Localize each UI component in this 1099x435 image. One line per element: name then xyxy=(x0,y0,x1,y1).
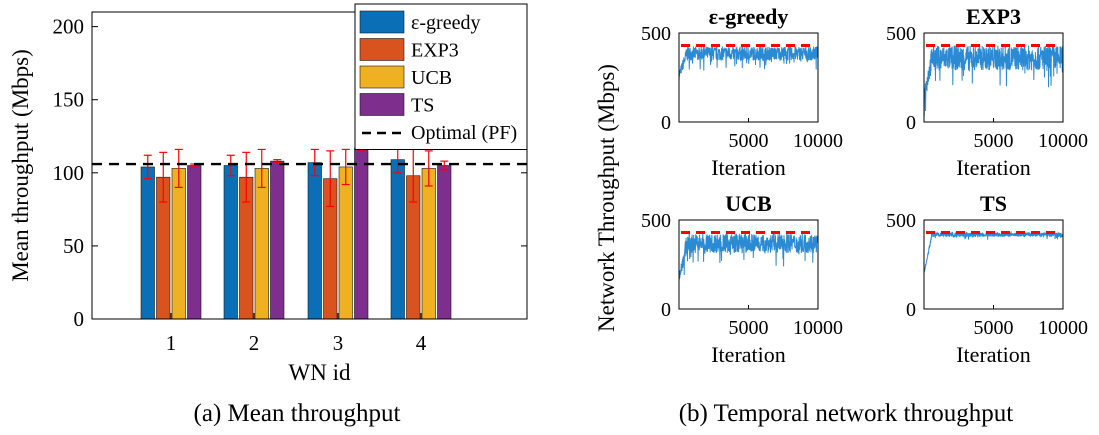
x-tick-label: 5000 xyxy=(974,130,1014,152)
bar-chart-bars xyxy=(140,144,452,320)
x-tick-label: 10000 xyxy=(1038,317,1088,339)
x-axis-label: Iteration xyxy=(956,155,1031,180)
x-axis-label: WN id xyxy=(289,360,351,385)
x-tick-label: 10000 xyxy=(793,130,843,152)
y-tick-label: 150 xyxy=(53,88,85,112)
error-bar xyxy=(242,151,251,203)
bar-ucb xyxy=(254,168,269,320)
y-tick-label: 0 xyxy=(906,299,916,321)
y-tick-label: 500 xyxy=(641,23,671,45)
throughput-trace xyxy=(923,45,1064,117)
y-tick-label: 500 xyxy=(886,210,916,232)
bar-ts xyxy=(354,147,369,320)
error-bar xyxy=(257,148,266,189)
bar-ts xyxy=(270,160,285,320)
x-axis-label: Iteration xyxy=(956,342,1031,367)
trace-title: EXP3 xyxy=(966,4,1021,29)
trace-panel-ucb: UCB 0 500 5000 10000 Iteration xyxy=(641,191,843,367)
x-axis-label: Iteration xyxy=(711,342,786,367)
bar-egreedy xyxy=(140,166,155,320)
error-bar xyxy=(226,154,235,177)
bar-egreedy xyxy=(390,159,405,320)
legend-item-ts: TS xyxy=(359,93,434,117)
legend-label: ε-greedy xyxy=(411,12,480,34)
x-tick-label: 1 xyxy=(166,331,177,355)
trace-panel-exp3: EXP3 0 500 5000 10000 Iteration xyxy=(886,4,1088,180)
y-tick-label: 0 xyxy=(661,299,671,321)
y-axis-label: Mean throughput (Mbps) xyxy=(8,49,33,282)
legend-swatch xyxy=(359,65,405,89)
y-tick-label: 50 xyxy=(63,234,84,258)
legend-label: EXP3 xyxy=(411,40,459,62)
y-tick-label: 200 xyxy=(53,15,85,39)
bar-ts xyxy=(437,165,452,320)
x-tick-label: 10000 xyxy=(793,317,843,339)
error-bar xyxy=(174,148,183,189)
trace-panel-egreedy: ε-greedy 0 500 5000 10000 Iteration xyxy=(641,4,843,180)
trace-title: TS xyxy=(980,191,1007,216)
trace-title: ε-greedy xyxy=(709,4,789,29)
bar-egreedy xyxy=(307,162,322,320)
throughput-trace xyxy=(678,233,819,282)
caption-b: (b) Temporal network throughput xyxy=(679,400,1014,427)
error-bar xyxy=(310,148,319,177)
y-tick-label: 0 xyxy=(906,112,916,134)
network-throughput-axis-label: Network Throughput (Mbps) xyxy=(594,64,619,332)
caption-a: (a) Mean throughput xyxy=(194,400,401,427)
bar-ucb xyxy=(421,168,436,320)
legend-label: UCB xyxy=(411,67,452,89)
legend-item-exp3: EXP3 xyxy=(359,38,459,62)
legend: ε-greedy EXP3 UCB TS Optimal (PF) xyxy=(354,3,528,150)
error-bar xyxy=(159,151,168,203)
error-bar xyxy=(341,148,350,186)
y-tick-label: 0 xyxy=(661,112,671,134)
bar-chart-frame xyxy=(91,11,528,320)
x-tick-label: 5000 xyxy=(729,130,769,152)
x-tick-label: 3 xyxy=(333,331,344,355)
bar-ucb xyxy=(338,166,353,320)
y-tick-label: 100 xyxy=(53,161,85,185)
legend-swatch xyxy=(359,93,405,116)
bar-egreedy xyxy=(223,165,238,320)
y-tick-label: 500 xyxy=(886,23,916,45)
x-tick-label: 5000 xyxy=(729,317,769,339)
error-bar xyxy=(273,159,282,164)
x-tick-label: 4 xyxy=(416,331,427,355)
throughput-trace xyxy=(678,45,819,81)
x-axis-label: Iteration xyxy=(711,155,786,180)
legend-item-egreedy: ε-greedy xyxy=(359,10,480,34)
y-tick-label: 0 xyxy=(74,307,85,331)
error-bar xyxy=(326,150,335,208)
bar-ts xyxy=(187,165,202,320)
bar-ucb xyxy=(171,168,186,320)
error-bar xyxy=(440,160,449,171)
x-tick-label: 10000 xyxy=(1038,130,1088,152)
legend-label: TS xyxy=(411,95,434,117)
throughput-trace xyxy=(923,230,1064,274)
legend-item-optimal: Optimal (PF) xyxy=(362,122,517,144)
y-tick-label: 500 xyxy=(641,210,671,232)
bar-chart-ticks: 0 50 100 150 200 1 2 3 4 xyxy=(53,15,527,355)
trace-title: UCB xyxy=(725,191,772,216)
trace-panel-ts: TS 0 500 5000 10000 Iteration xyxy=(886,191,1088,367)
x-tick-label: 2 xyxy=(249,331,260,355)
legend-swatch xyxy=(359,10,405,34)
x-tick-label: 5000 xyxy=(974,317,1014,339)
error-bar xyxy=(143,154,152,180)
error-bar xyxy=(424,150,433,187)
legend-label: Optimal (PF) xyxy=(411,122,517,144)
legend-item-ucb: UCB xyxy=(359,65,452,89)
legend-swatch xyxy=(359,38,405,61)
